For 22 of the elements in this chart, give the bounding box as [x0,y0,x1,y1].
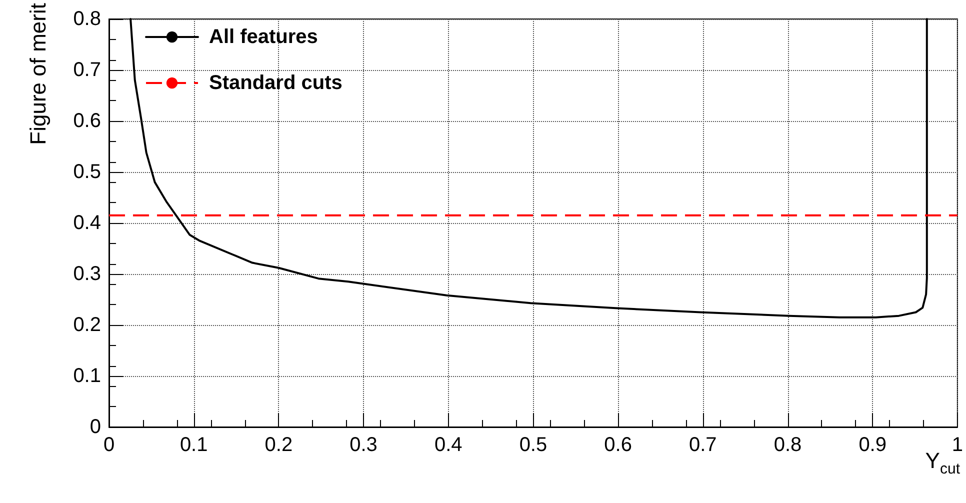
legend-label: Standard cuts [209,72,342,94]
y-tick-label: 0.3 [73,263,101,285]
y-tick-label: 0.7 [73,59,101,81]
x-tick-label: 0.6 [604,434,632,456]
y-tick-label: 0.4 [73,212,101,234]
y-tick-label: 0.1 [73,365,101,387]
legend-label: All features [209,26,318,48]
x-tick-label: 0.1 [180,434,208,456]
y-tick-label: 0.6 [73,110,101,132]
y-axis-title: Figure of merit [26,3,50,145]
y-tick-label: 0.8 [73,8,101,30]
x-tick-label: 0.9 [858,434,886,456]
x-tick-label: 0.8 [774,434,802,456]
x-tick-label: 0 [103,434,115,456]
x-tick-label: 0.3 [350,434,378,456]
x-tick-label: 0.2 [264,434,293,456]
x-tick-label: 0.7 [689,434,717,456]
y-tick-label: 0 [90,416,101,438]
x-tick-label: 0.5 [519,434,548,456]
y-tick-label: 0.5 [73,161,101,183]
y-tick-label: 0.2 [73,314,101,336]
x-tick-label: 0.4 [434,434,462,456]
